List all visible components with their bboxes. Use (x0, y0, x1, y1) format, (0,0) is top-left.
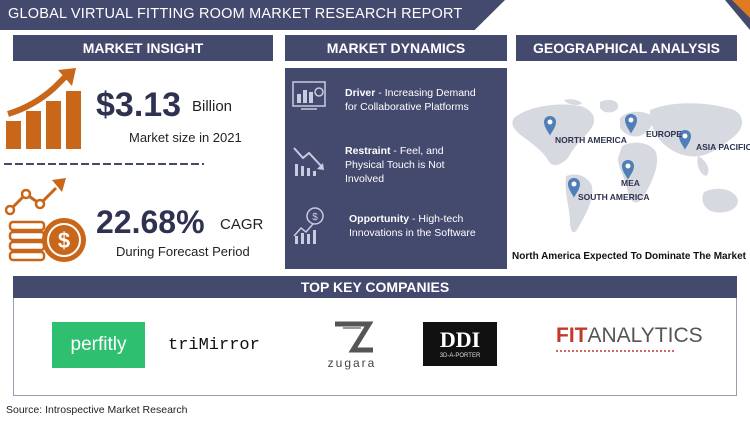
svg-text:$: $ (312, 212, 318, 223)
restraint-text: Restraint - Feel, and Physical Touch is … (345, 145, 445, 185)
top-key-companies-heading: TOP KEY COMPANIES (13, 276, 737, 298)
geographical-analysis-heading: GEOGRAPHICAL ANALYSIS (516, 35, 737, 61)
region-label-south-america: SOUTH AMERICA (578, 192, 649, 202)
region-label-mea: MEA (621, 178, 640, 188)
map-pin-south-america (568, 178, 580, 198)
market-dynamics-panel: Driver - Increasing Demand for Collabora… (285, 68, 507, 269)
logo-zugara: zugara (313, 320, 391, 372)
corner-decoration (725, 0, 750, 30)
driver-text: Driver - Increasing Demand for Collabora… (345, 87, 476, 113)
growth-chart-icon (6, 68, 81, 149)
region-label-north-america: NORTH AMERICA (555, 135, 627, 145)
fit-analytics-underline (556, 350, 676, 352)
svg-text:$: $ (58, 228, 70, 253)
world-map: NORTH AMERICA EUROPE ASIA PACIFIC MEA SO… (512, 99, 750, 233)
logo-trimirror: triMirror (168, 336, 260, 355)
region-label-europe: EUROPE (646, 129, 682, 139)
cagr-caption: During Forecast Period (116, 244, 250, 259)
market-size-caption: Market size in 2021 (129, 130, 242, 145)
market-dynamics-heading: MARKET DYNAMICS (285, 35, 507, 61)
section-divider (4, 163, 204, 165)
opportunity-growth-icon: $ (293, 207, 324, 244)
report-title: GLOBAL VIRTUAL FITTING ROOM MARKET RESEA… (8, 6, 463, 22)
source-note: Source: Introspective Market Research (6, 404, 188, 416)
cagr-value: 22.68% (96, 204, 205, 240)
map-pin-asia-pacific (679, 130, 691, 150)
logo-perfitly: perfitly (52, 322, 145, 368)
map-pin-north-america (544, 116, 556, 136)
map-pin-mea (622, 160, 634, 180)
report-title-bar: GLOBAL VIRTUAL FITTING ROOM MARKET RESEA… (0, 0, 505, 30)
logo-3d-a-porter: DDI 3D-A-PORTER (423, 322, 497, 366)
region-label-asia-pacific: ASIA PACIFIC (696, 142, 750, 152)
cagr-unit: CAGR (220, 216, 264, 233)
driver-dashboard-icon (292, 81, 326, 110)
map-pin-europe (625, 114, 637, 134)
market-insight-heading: MARKET INSIGHT (13, 35, 273, 61)
market-size-unit: Billion (192, 98, 233, 115)
opportunity-text: Opportunity - High-tech Innovations in t… (349, 213, 476, 239)
market-size-value: $3.13 (96, 86, 182, 124)
zugara-mark-icon (335, 321, 374, 353)
restraint-decline-icon (293, 147, 324, 176)
coin-growth-icon: $ (4, 178, 86, 262)
logo-fit-analytics: FITANALYTICS (556, 324, 703, 347)
map-caption: North America Expected To Dominate The M… (512, 251, 746, 262)
